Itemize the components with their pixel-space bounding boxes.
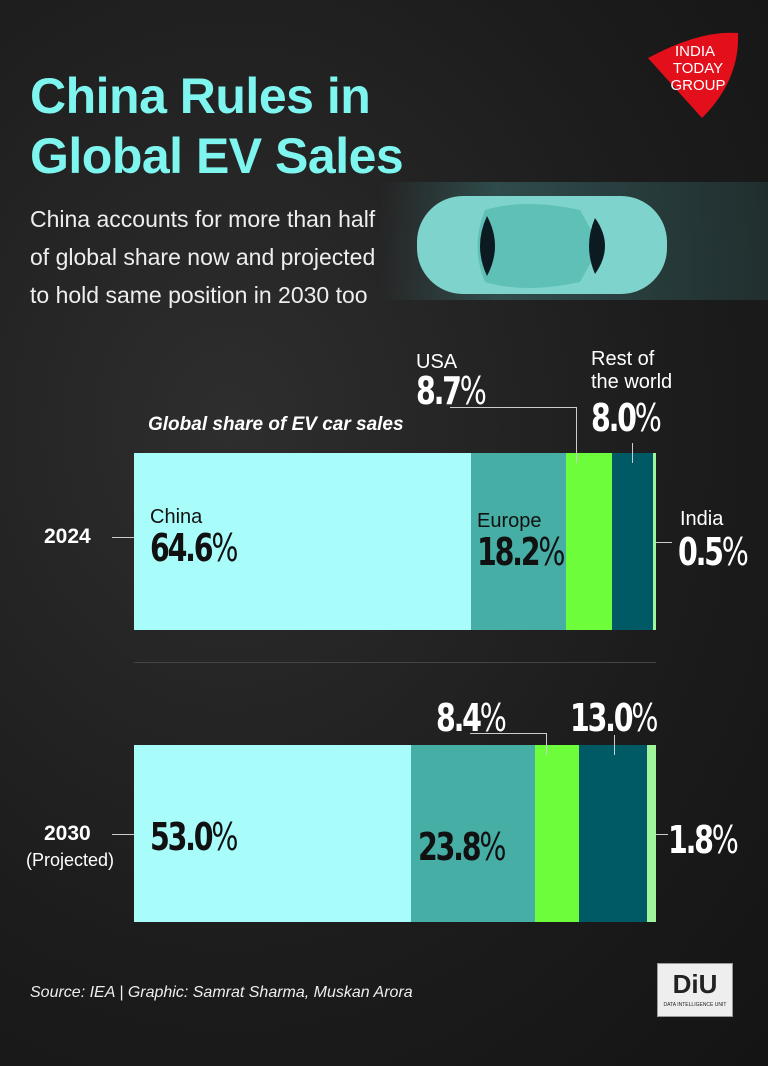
label-rest-of-world-2: the world	[591, 371, 673, 393]
label-china: China	[150, 506, 203, 528]
value-china-2024: 64.6%	[150, 526, 238, 570]
label-rest-of-world-1: Rest of	[591, 348, 655, 370]
svg-text:INDIA: INDIA	[675, 43, 715, 60]
bar-segment-india	[646, 745, 656, 922]
subtitle: China accounts for more than half of glo…	[30, 206, 376, 308]
india-today-logo: INDIA TODAY GROUP	[648, 32, 739, 118]
value-europe-2030: 23.8%	[418, 825, 506, 869]
value-row-2030: 13.0%	[570, 696, 658, 740]
value-europe-2024: 18.2%	[477, 530, 565, 574]
bar-segment-europe	[410, 745, 535, 922]
svg-text:GROUP: GROUP	[670, 77, 725, 94]
value-row-2024: 8.0%	[591, 396, 662, 440]
label-usa: USA	[416, 351, 458, 373]
label-india: India	[680, 508, 724, 530]
bar-segment-china	[134, 745, 411, 922]
year-label-2030: 2030	[44, 822, 91, 845]
diu-logo: DiU DATA INTELLIGENCE UNIT	[657, 963, 733, 1017]
projected-label: (Projected)	[26, 850, 115, 870]
bar-segment-rest-of-the-world	[578, 745, 647, 922]
chart-title: Global share of EV car sales	[148, 414, 404, 435]
bar-segment-europe	[471, 453, 567, 630]
divider	[134, 662, 656, 663]
bar-segment-china	[134, 453, 472, 630]
value-china-2030: 53.0%	[150, 815, 238, 859]
bar-segment-usa	[534, 745, 579, 922]
page-title: China Rules in Global EV Sales	[30, 68, 404, 184]
bar-2024	[134, 453, 656, 630]
value-usa-2030: 8.4%	[436, 696, 507, 740]
source-credit: Source: IEA | Graphic: Samrat Sharma, Mu…	[30, 984, 413, 1001]
svg-text:TODAY: TODAY	[673, 60, 723, 77]
value-usa-2024: 8.7%	[416, 369, 487, 413]
bar-2030	[134, 745, 656, 922]
bar-segment-rest-of-the-world	[611, 453, 654, 630]
bar-segment-usa	[566, 453, 612, 630]
bar-segment-india	[653, 453, 656, 630]
car-icon	[417, 196, 667, 294]
value-india-2030: 1.8%	[668, 818, 739, 862]
value-india-2024: 0.5%	[678, 530, 749, 574]
year-label-2024: 2024	[44, 525, 91, 548]
label-europe: Europe	[477, 510, 542, 532]
